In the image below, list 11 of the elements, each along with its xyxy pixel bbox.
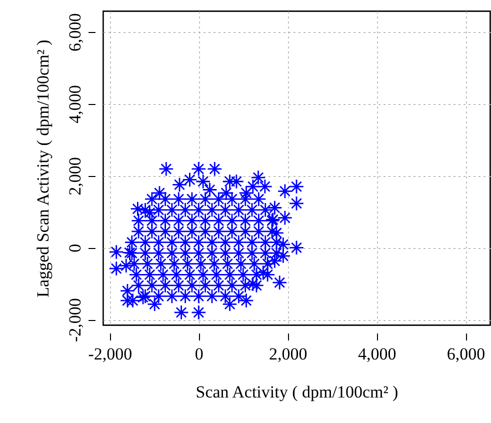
x-tick-label: 6,000 bbox=[446, 344, 486, 364]
y-axis-title: Lagged Scan Activity ( dpm/100cm² ) bbox=[34, 40, 52, 298]
x-tick-label: 2,000 bbox=[268, 344, 308, 364]
y-tick-label: 6,000 bbox=[66, 13, 84, 52]
x-axis-title: Scan Activity ( dpm/100cm² ) bbox=[196, 382, 398, 402]
y-tick-label: 2,000 bbox=[66, 157, 84, 196]
y-tick-label: 0 bbox=[66, 244, 84, 252]
x-tick-label: 4,000 bbox=[358, 344, 396, 364]
x-tick-label: 0 bbox=[194, 344, 204, 364]
y-tick-label: 4,000 bbox=[66, 85, 84, 124]
x-tick-label: -2,000 bbox=[88, 344, 132, 364]
